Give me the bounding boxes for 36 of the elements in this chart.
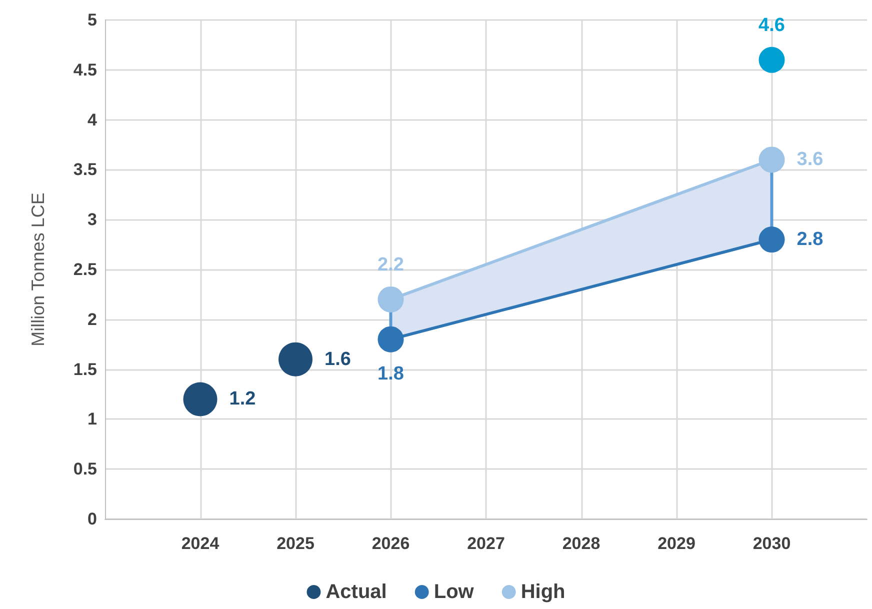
point — [378, 326, 404, 352]
y-tick-label: 1.5 — [73, 360, 97, 379]
y-tick-label: 3 — [88, 210, 97, 230]
data-label: 3.6 — [796, 149, 824, 170]
data-label: 1.2 — [229, 388, 256, 410]
y-tick-label: 4.5 — [73, 60, 97, 80]
x-tick-label: 2030 — [752, 534, 791, 553]
point — [758, 146, 785, 173]
data-label: 1.8 — [378, 363, 404, 384]
x-tick-label: 2029 — [658, 534, 696, 553]
x-tick-label: 2026 — [372, 534, 410, 553]
legend-label: Actual — [326, 581, 387, 603]
point — [278, 342, 312, 376]
point — [183, 382, 218, 416]
y-tick-label: 3.5 — [73, 160, 97, 180]
data-label: 2.8 — [796, 229, 824, 250]
point — [758, 46, 785, 73]
y-axis-title: Million Tonnes LCE — [28, 192, 48, 346]
point — [378, 286, 404, 312]
legend-label: High — [520, 581, 566, 603]
y-tick-label: 4 — [88, 110, 98, 130]
y-tick-label: 2 — [88, 310, 97, 329]
data-label: 4.6 — [758, 14, 785, 36]
x-tick-label: 2025 — [276, 534, 314, 553]
y-tick-label: 0 — [88, 510, 97, 528]
point — [758, 226, 785, 253]
y-tick-label: 5 — [88, 10, 97, 30]
x-tick-label: 2028 — [562, 534, 600, 553]
y-tick-label: 0.5 — [73, 460, 97, 479]
data-label: 1.6 — [324, 348, 351, 370]
legend-label: Low — [434, 581, 474, 603]
data-label: 2.2 — [378, 254, 404, 276]
x-tick-label: 2027 — [467, 534, 505, 553]
y-tick-label: 1 — [88, 410, 97, 429]
x-tick-label: 2024 — [181, 534, 220, 553]
y-tick-label: 2.5 — [73, 260, 97, 279]
